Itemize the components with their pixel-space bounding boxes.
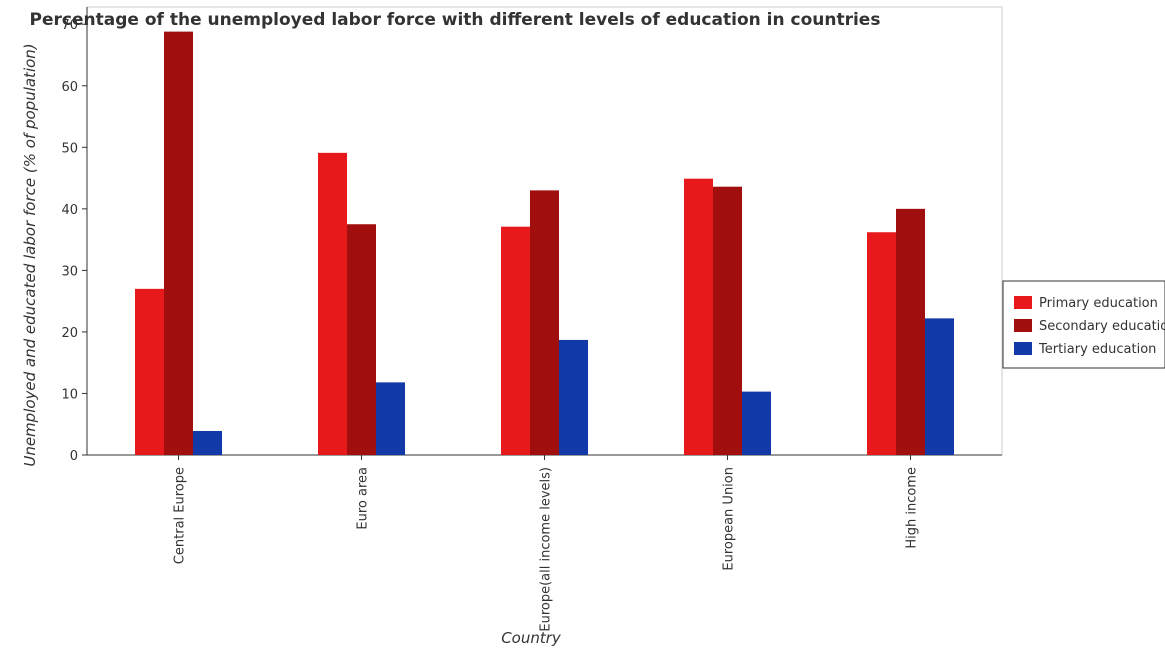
y-tick-label: 40 [61,203,78,218]
bar [347,224,376,455]
bar [135,288,164,455]
y-tick-label: 30 [61,264,78,279]
bar [530,190,559,455]
y-tick-label: 60 [61,80,78,95]
bar [559,339,588,455]
legend-swatch [1014,296,1032,309]
bar [925,318,954,455]
legend: Primary education Secondary education Tert… [1002,280,1165,369]
x-tick-label: European Union [722,467,737,571]
legend-label: Primary education [1039,296,1158,311]
bar [713,186,742,455]
bar [684,178,713,455]
legend-label: Tertiary education [1038,342,1156,357]
bar [896,208,925,455]
bar [501,226,530,455]
chart-title: Percentage of the unemployed labor force… [30,10,881,30]
bar [164,31,193,455]
y-tick-label: 10 [61,387,78,402]
x-axis-label: Country [501,629,562,647]
x-tick-label: Europe(all income levels) [539,467,554,632]
plot-area: 0 10 20 30 40 50 60 70 Central Europe Euro area Eu… [61,6,1003,632]
y-tick-label: 70 [61,18,78,33]
x-tick-label: Central Europe [173,467,188,564]
y-tick-label: 0 [70,449,78,464]
bar [193,431,222,455]
bar [376,382,405,455]
y-tick-label: 20 [61,326,78,341]
legend-label: Secondary education [1039,319,1165,334]
legend-swatch [1014,342,1032,355]
y-axis-label: Unemployed and educated labor force (% o… [21,43,39,466]
x-tick-label: High income [905,467,920,549]
y-tick-label: 50 [61,141,78,156]
x-tick-label: Euro area [356,467,371,530]
bar [318,152,347,455]
bar [742,391,771,455]
legend-swatch [1014,319,1032,332]
bar [867,232,896,455]
